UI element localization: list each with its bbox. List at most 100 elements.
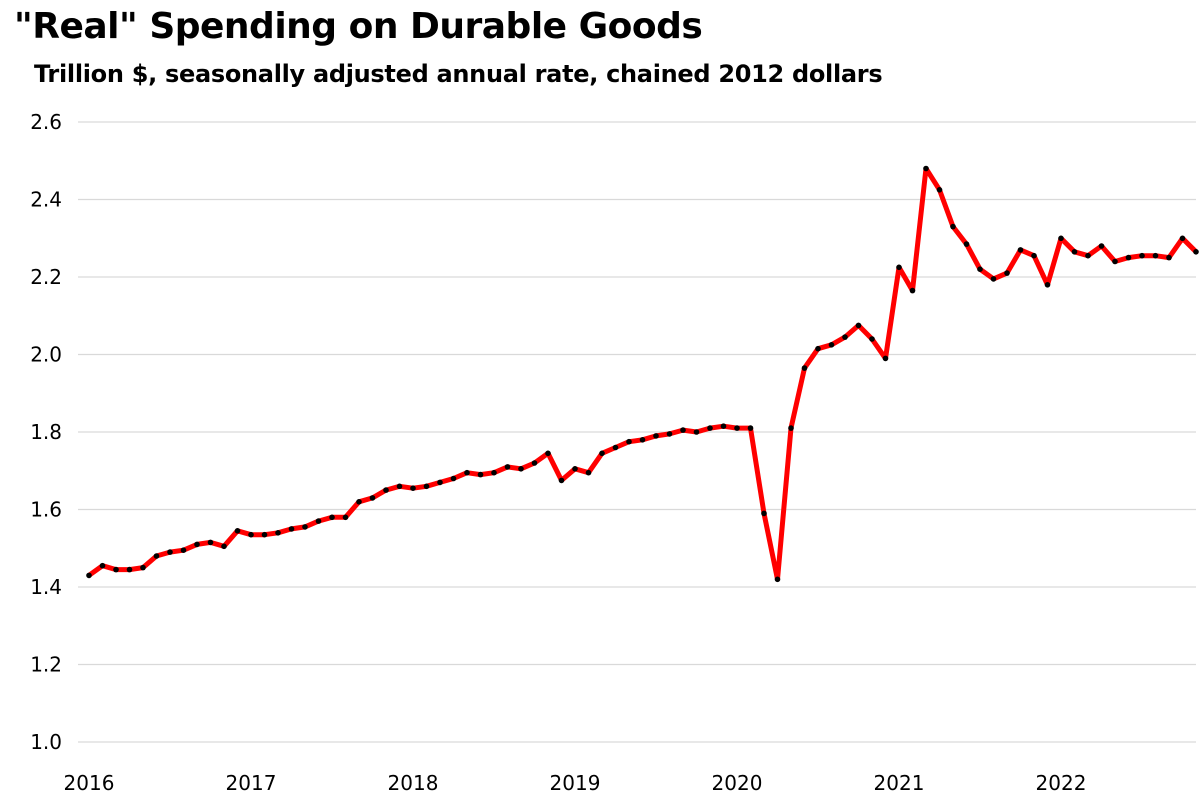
data-point <box>909 287 916 294</box>
data-point <box>666 431 673 437</box>
data-point <box>153 553 160 559</box>
data-point <box>288 526 295 532</box>
y-tick-label: 2.6 <box>30 110 62 134</box>
data-point <box>1058 235 1064 242</box>
data-point <box>761 510 767 517</box>
data-point <box>842 334 848 340</box>
data-point <box>356 499 362 505</box>
data-point <box>653 433 659 439</box>
chart-title: "Real" Spending on Durable Goods <box>14 6 703 47</box>
data-point <box>1139 252 1145 259</box>
data-point <box>1031 252 1037 259</box>
y-tick-label: 2.0 <box>30 343 62 367</box>
x-tick-label: 2022 <box>1036 771 1087 795</box>
y-tick-label: 1.4 <box>30 575 62 599</box>
data-point <box>194 541 200 548</box>
data-point <box>248 531 254 538</box>
x-tick-label: 2016 <box>64 771 115 795</box>
series-group <box>86 165 1199 583</box>
data-point <box>936 187 943 193</box>
data-point <box>140 564 146 571</box>
data-point <box>234 528 241 534</box>
data-point <box>774 576 781 583</box>
data-point <box>963 241 970 247</box>
x-axis-ticks: 2016 2017 2018 2019 2020 2021 2022 <box>64 771 1087 795</box>
data-point <box>410 485 416 492</box>
data-point <box>855 322 862 329</box>
data-point <box>882 355 889 362</box>
chart-subtitle: Trillion $, seasonally adjusted annual r… <box>34 60 883 88</box>
data-point <box>869 336 875 342</box>
data-point <box>1179 235 1186 242</box>
data-point <box>801 365 808 371</box>
data-point <box>1193 249 1199 255</box>
data-point <box>693 429 700 435</box>
data-point <box>329 514 335 521</box>
y-tick-label: 1.2 <box>30 653 62 677</box>
data-point <box>504 464 511 470</box>
y-tick-label: 1.0 <box>30 730 62 754</box>
y-axis-ticks: 1.0 1.2 1.4 1.6 1.8 2.0 2.2 2.4 2.6 <box>30 110 62 754</box>
data-point <box>680 427 686 433</box>
y-tick-label: 1.6 <box>30 498 62 522</box>
x-tick-label: 2020 <box>712 771 763 795</box>
data-point <box>518 466 524 472</box>
data-point <box>1112 258 1118 265</box>
data-point <box>383 487 389 493</box>
data-point <box>450 475 457 482</box>
data-point <box>1017 247 1024 253</box>
series-line <box>86 166 1199 582</box>
data-point <box>558 477 565 484</box>
data-point <box>221 543 227 550</box>
data-point <box>734 425 740 431</box>
data-point <box>261 531 268 538</box>
data-point <box>788 425 794 431</box>
data-point <box>275 530 281 536</box>
data-point <box>302 524 308 530</box>
data-point <box>396 483 403 490</box>
data-point <box>126 566 133 573</box>
data-point <box>599 450 605 457</box>
data-point <box>437 479 443 486</box>
data-point <box>707 425 713 431</box>
y-tick-label: 2.2 <box>30 265 62 289</box>
data-point <box>342 514 349 521</box>
data-point <box>1098 243 1105 249</box>
gridlines <box>78 121 1196 743</box>
data-point <box>612 444 619 451</box>
data-point <box>896 264 902 271</box>
data-point <box>113 566 119 573</box>
data-point <box>1085 252 1091 259</box>
data-point <box>180 547 187 553</box>
data-point <box>207 539 214 546</box>
data-point <box>86 572 92 579</box>
data-point <box>531 460 538 466</box>
data-point <box>99 562 106 569</box>
x-tick-label: 2018 <box>388 771 439 795</box>
data-point <box>923 165 929 172</box>
x-tick-label: 2017 <box>226 771 277 795</box>
data-point <box>369 495 376 501</box>
data-point <box>950 223 956 230</box>
x-tick-label: 2019 <box>550 771 601 795</box>
data-point <box>828 342 835 348</box>
data-point <box>585 469 592 476</box>
data-point <box>1071 249 1078 255</box>
data-point <box>572 466 578 472</box>
data-point <box>977 266 983 273</box>
y-tick-label: 1.8 <box>30 420 62 444</box>
data-point <box>167 549 173 555</box>
x-tick-label: 2021 <box>874 771 925 795</box>
data-point <box>464 469 470 476</box>
data-point <box>815 345 821 352</box>
data-point <box>990 276 997 282</box>
data-point <box>1004 270 1010 276</box>
y-tick-label: 2.4 <box>30 188 62 212</box>
data-point <box>1152 252 1159 259</box>
data-point <box>491 469 497 476</box>
data-point <box>1166 254 1172 261</box>
data-point <box>1044 282 1051 288</box>
data-point <box>747 425 754 431</box>
data-point <box>477 471 484 478</box>
